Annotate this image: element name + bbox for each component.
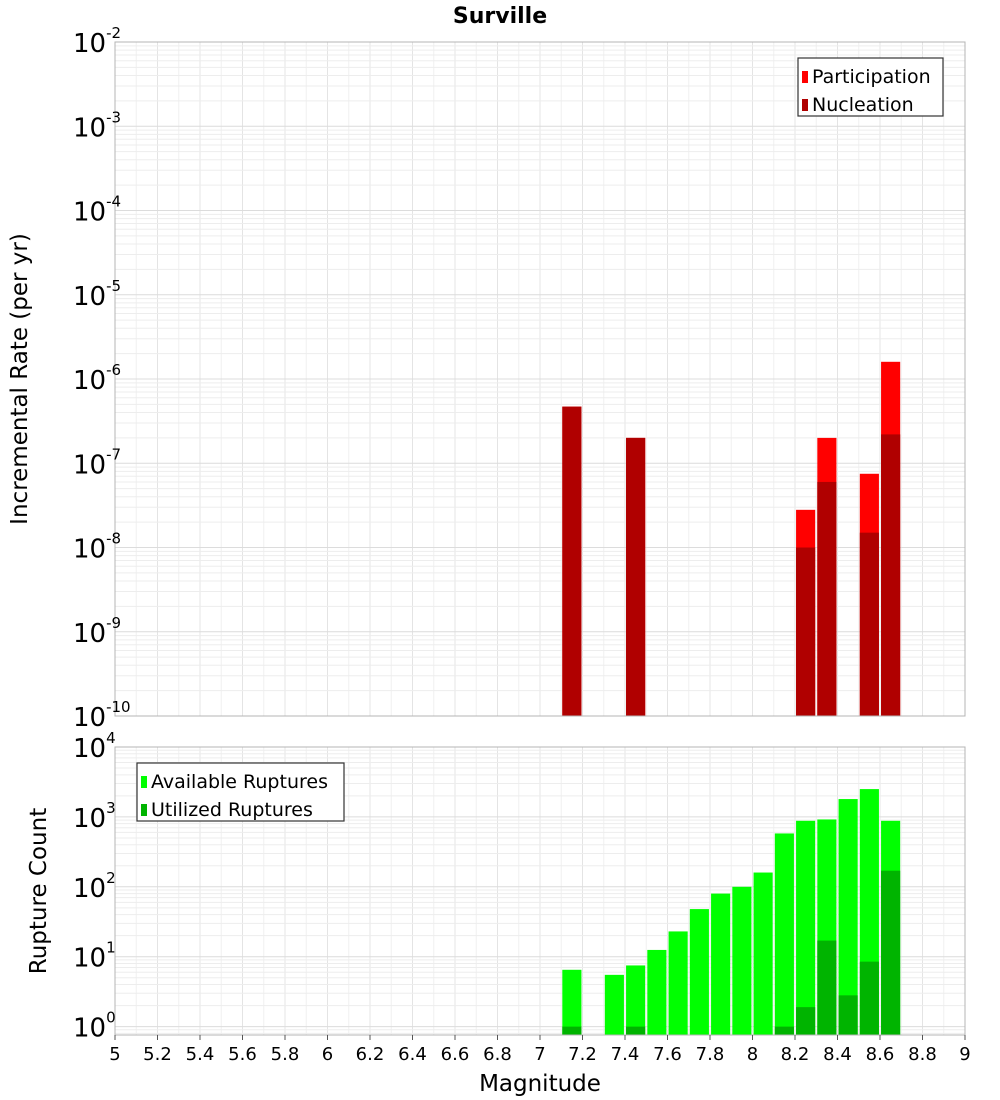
bar (817, 481, 837, 716)
bar (668, 931, 688, 1035)
y-tick-label: 102 (73, 869, 116, 904)
legend-box (797, 57, 944, 117)
bar (796, 547, 816, 716)
legend-swatch (802, 99, 808, 111)
bar (562, 969, 582, 1035)
y-tick-label: 10-5 (73, 277, 121, 312)
bar (774, 1026, 794, 1035)
bar (626, 437, 646, 716)
bar (796, 820, 816, 1035)
y-axis-label: Incremental Rate (per yr) (7, 233, 33, 525)
x-tick-label: 5.8 (271, 1044, 300, 1065)
x-tick-label: 5.6 (228, 1044, 257, 1065)
legend: Participation Nucleation (797, 57, 944, 117)
x-tick-label: 5 (109, 1044, 120, 1065)
legend: Available Ruptures Utilized Ruptures (136, 762, 345, 822)
panel-1: 10-10 10-9 10-8 10-7 10-6 10-5 10-4 10-3 10-2 Inc… (7, 24, 966, 733)
bar (626, 1026, 646, 1035)
y-tick-label: 10-7 (73, 445, 121, 480)
chart-title: Surville (453, 4, 547, 29)
y-tick-label: 103 (73, 799, 116, 834)
bar (753, 872, 773, 1035)
legend-label: Participation (812, 66, 931, 88)
bar (562, 1026, 582, 1035)
bar (838, 799, 858, 1035)
legend-label: Nucleation (812, 94, 914, 116)
bar (817, 940, 837, 1035)
bar (838, 995, 858, 1035)
x-tick-label: 7.8 (696, 1044, 725, 1065)
x-tick-label: 7.6 (653, 1044, 682, 1065)
plot-frame (114, 41, 966, 717)
panel-2: 100 101 102 103 104 Rupture Count Available Ru… (26, 729, 966, 1044)
y-tick-label: 10-3 (73, 108, 121, 143)
bar (689, 909, 709, 1035)
y-axis-label: Rupture Count (26, 808, 52, 974)
bar (604, 974, 624, 1035)
bar (562, 406, 582, 716)
bar (881, 870, 901, 1035)
legend-box (136, 762, 345, 822)
bar (711, 893, 731, 1035)
x-axis-ticks: 5 5.2 5.4 5.6 5.8 6 6.2 6.4 6.6 6.8 7 7.2 7.4 7.6 7.8 8… (109, 1035, 971, 1065)
legend-swatch (802, 71, 808, 83)
y-tick-label: 101 (73, 939, 116, 974)
bar (626, 965, 646, 1035)
y-tick-label: 104 (73, 729, 116, 764)
legend-swatch (141, 804, 147, 816)
y-tick-label: 10-2 (73, 24, 121, 59)
legend-label: Utilized Ruptures (151, 799, 313, 821)
bar (774, 833, 794, 1035)
x-tick-label: 8.6 (866, 1044, 895, 1065)
x-tick-label: 5.4 (186, 1044, 215, 1065)
x-tick-label: 9 (959, 1044, 970, 1065)
x-tick-label: 8.2 (781, 1044, 810, 1065)
y-tick-label: 10-4 (73, 193, 121, 228)
x-tick-label: 8 (747, 1044, 758, 1065)
bar (881, 434, 901, 716)
series-utilized-ruptures (562, 870, 901, 1035)
y-tick-label: 100 (73, 1009, 116, 1044)
y-tick-label: 10-6 (73, 361, 121, 396)
x-tick-label: 6.8 (483, 1044, 512, 1065)
y-tick-label: 10-10 (73, 698, 131, 733)
x-tick-label: 7.2 (568, 1044, 597, 1065)
x-tick-label: 7.4 (611, 1044, 640, 1065)
y-tick-label: 10-9 (73, 614, 121, 649)
x-tick-label: 8.8 (908, 1044, 937, 1065)
x-tick-label: 8.4 (823, 1044, 852, 1065)
series-nucleation (562, 406, 901, 716)
x-tick-label: 5.2 (143, 1044, 172, 1065)
bar (796, 1007, 816, 1035)
legend-swatch (141, 776, 147, 788)
x-axis-label: Magnitude (479, 1071, 601, 1097)
legend-label: Available Ruptures (151, 771, 328, 793)
x-tick-label: 6 (322, 1044, 333, 1065)
bar (859, 532, 879, 716)
bar (732, 886, 752, 1035)
x-tick-label: 7 (534, 1044, 545, 1065)
bar (859, 961, 879, 1035)
y-tick-label: 10-8 (73, 530, 121, 565)
x-tick-label: 6.4 (398, 1044, 427, 1065)
x-tick-label: 6.6 (441, 1044, 470, 1065)
bar (647, 949, 667, 1035)
x-tick-label: 6.2 (356, 1044, 385, 1065)
